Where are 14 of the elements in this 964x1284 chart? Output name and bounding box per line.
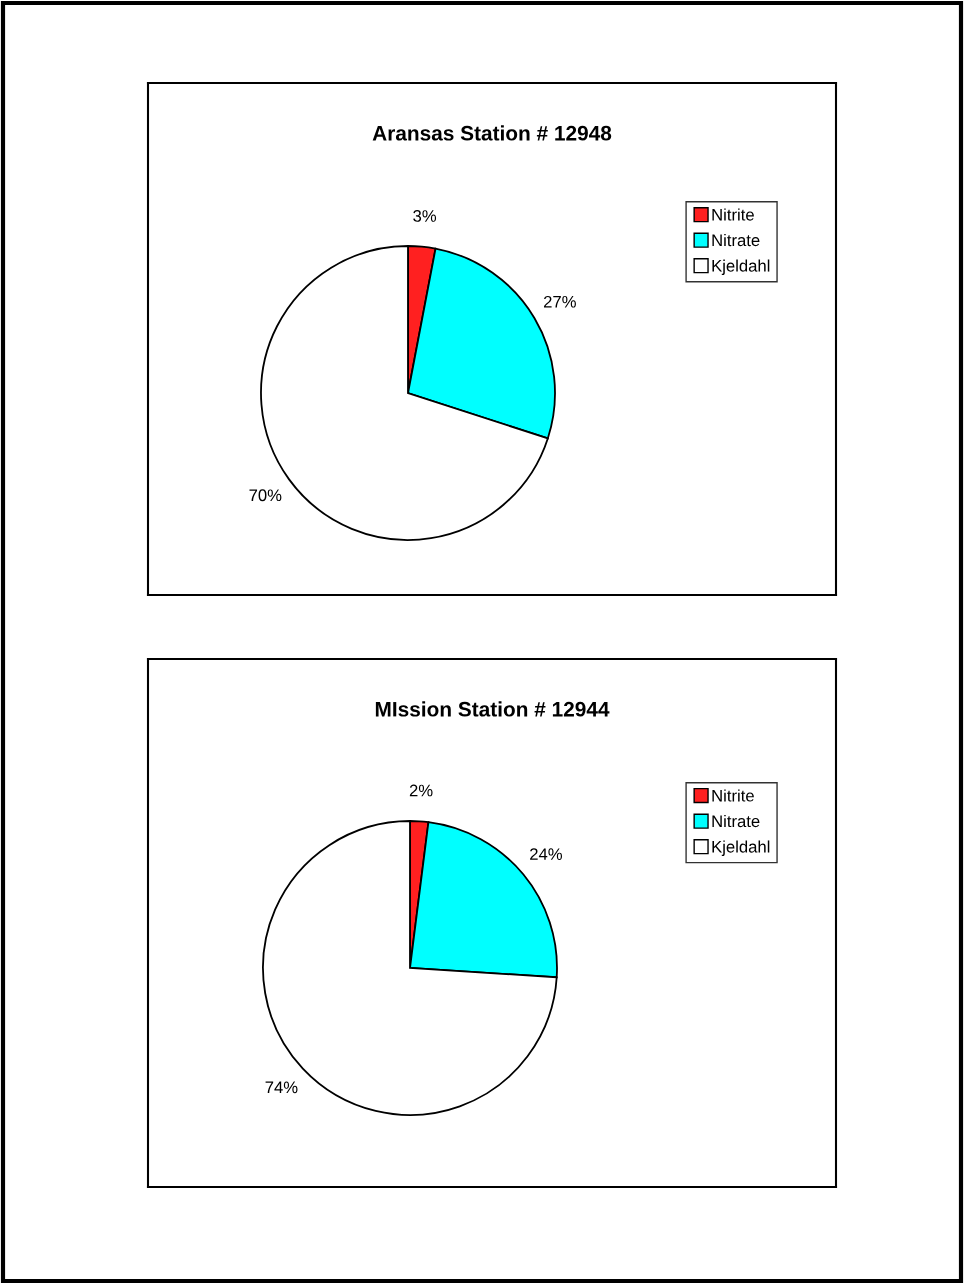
data-label: 70% [249,489,282,502]
chart-title: Aransas Station # 12948 [372,125,612,141]
data-label: 24% [530,848,563,860]
legend-label: Nitrite [712,208,754,221]
data-label: 3% [413,210,437,222]
data-label: 2% [409,784,433,797]
legend-label: Kjeldahl [712,259,770,276]
legend-label: Nitrite [712,789,754,802]
legend-label: Nitrate [712,814,760,828]
legend-label: Kjeldahl [712,840,770,856]
data-label: 74% [265,1081,298,1094]
chart-title: MIssion Station # 12944 [375,701,610,717]
data-label: 27% [544,295,576,308]
legend-label: Nitrate [712,233,760,247]
